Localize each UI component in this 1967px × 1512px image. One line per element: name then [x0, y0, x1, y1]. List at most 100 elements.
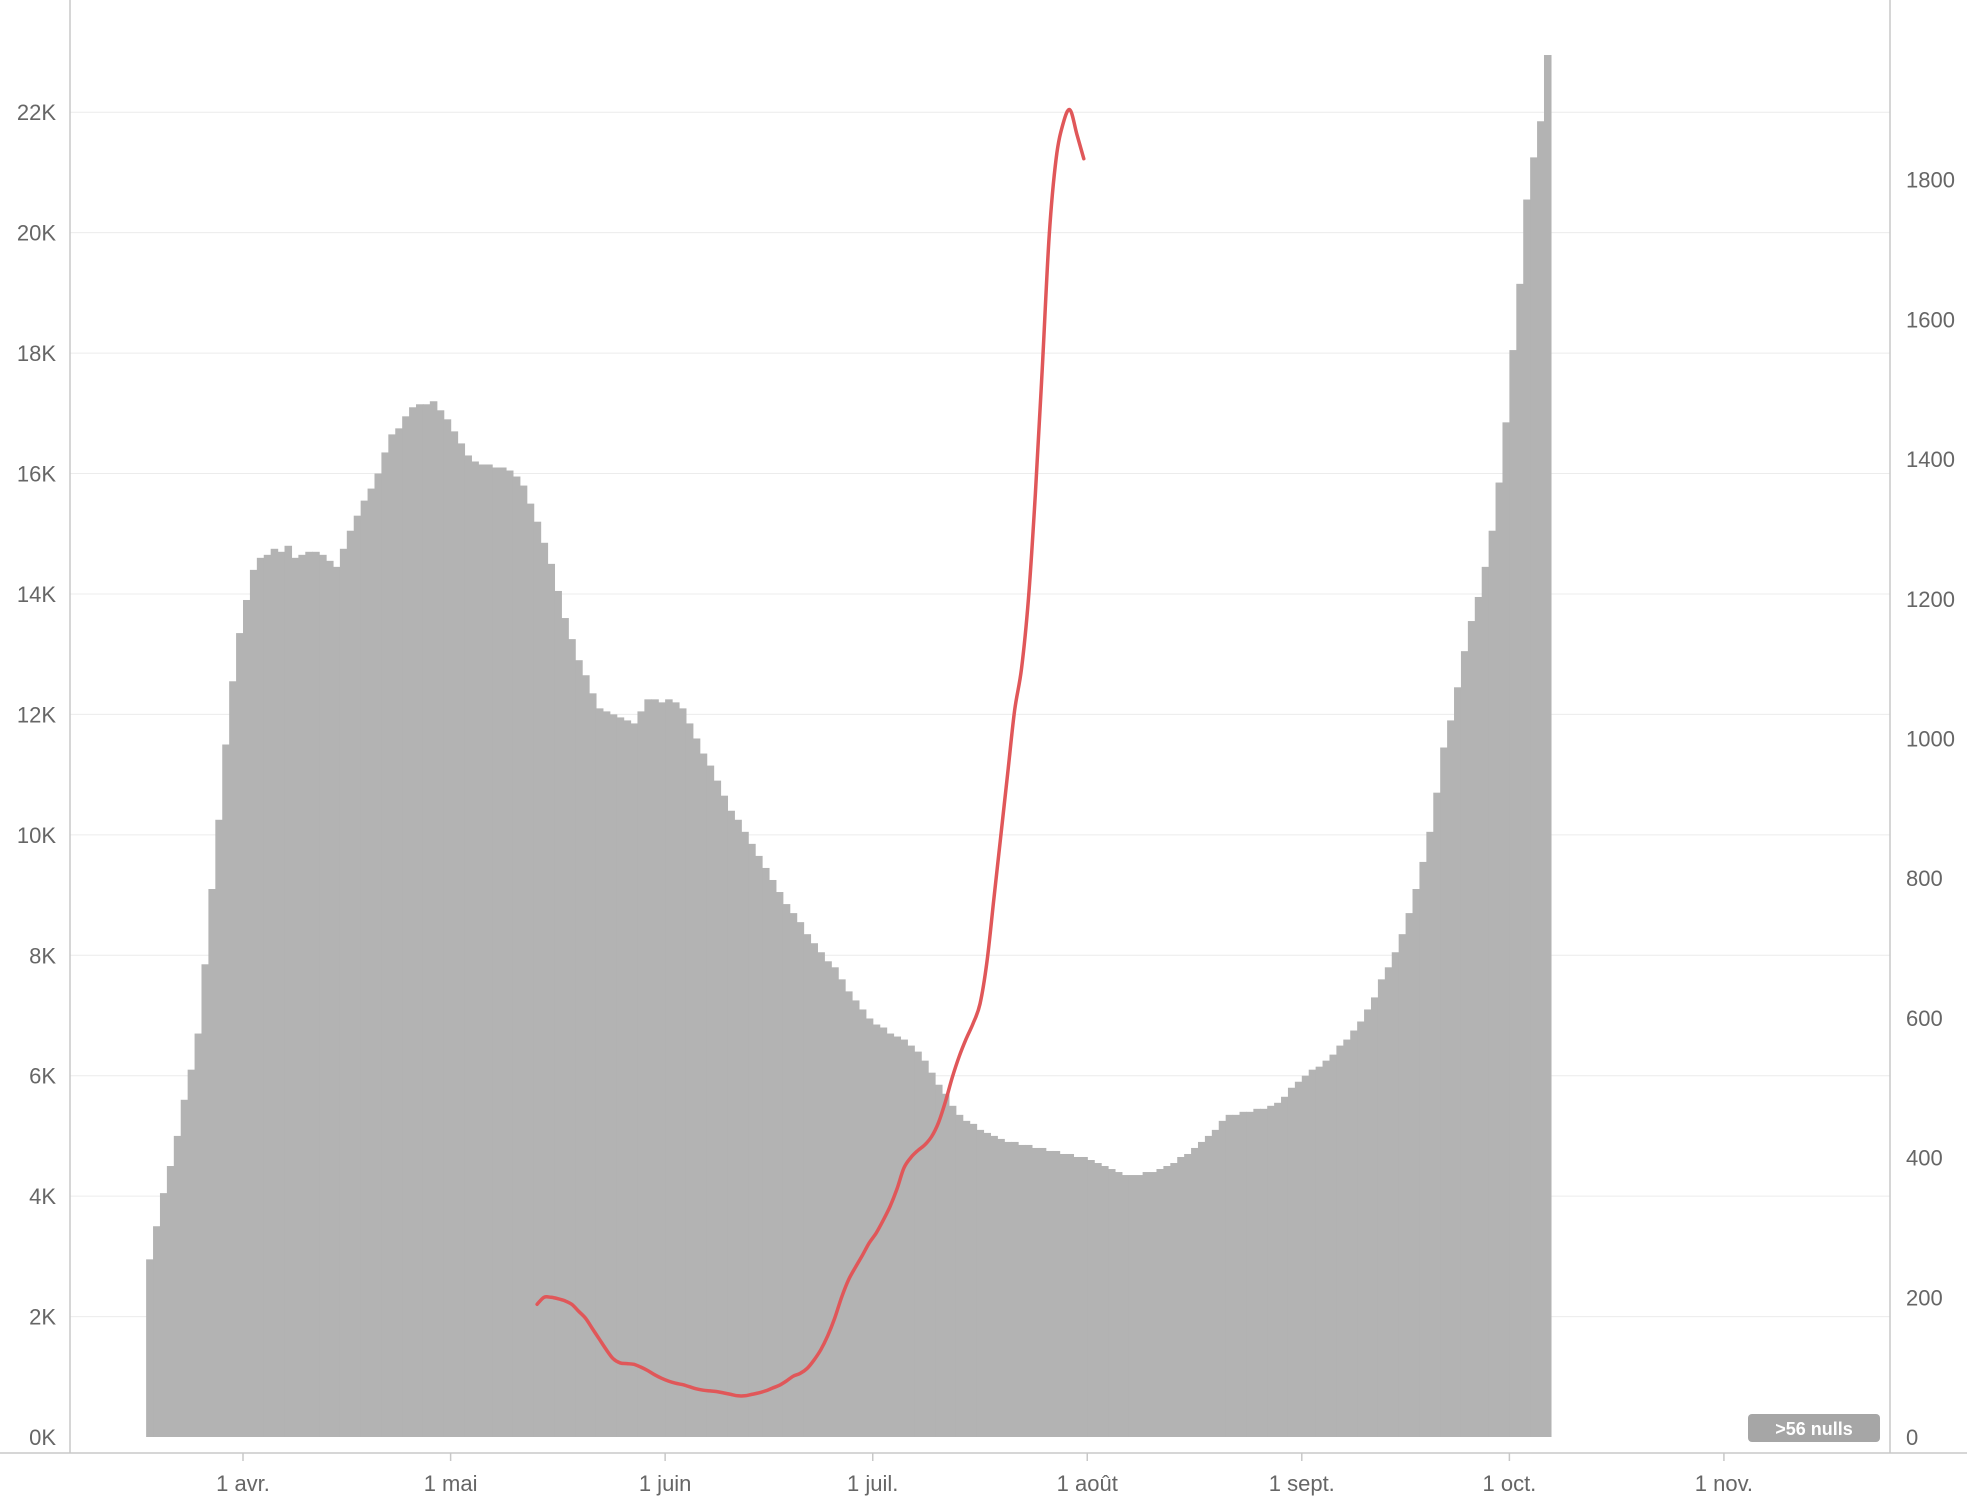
bar	[1502, 422, 1510, 1438]
bar	[1308, 1069, 1317, 1437]
bar	[1322, 1060, 1331, 1437]
bar	[955, 1114, 964, 1437]
bar	[305, 551, 313, 1437]
y-left-tick-label: 4K	[29, 1184, 56, 1209]
bar	[1336, 1045, 1344, 1437]
bar	[146, 1259, 154, 1437]
bar	[402, 416, 410, 1437]
bar	[1287, 1087, 1296, 1437]
nulls-indicator[interactable]: >56 nulls	[1748, 1414, 1880, 1442]
bar	[672, 702, 680, 1437]
bar	[1121, 1175, 1130, 1437]
x-tick-label: 1 avr.	[216, 1471, 270, 1496]
bar	[886, 1033, 895, 1437]
bar	[1204, 1135, 1213, 1437]
bar	[921, 1060, 929, 1437]
bar	[1184, 1153, 1192, 1437]
bar	[741, 831, 749, 1437]
bar	[381, 452, 389, 1437]
bar	[990, 1135, 998, 1437]
bar	[1031, 1147, 1040, 1437]
bar	[256, 557, 265, 1437]
bar	[1087, 1160, 1095, 1437]
bar	[928, 1072, 936, 1437]
bar	[644, 699, 652, 1437]
x-tick-label: 1 juil.	[847, 1471, 898, 1496]
y-right-tick-label: 1000	[1906, 727, 1955, 752]
bar	[623, 720, 632, 1437]
bar	[803, 934, 812, 1437]
bar	[1059, 1153, 1068, 1437]
bar	[388, 434, 396, 1437]
bar	[464, 455, 472, 1438]
bar	[1509, 350, 1517, 1438]
bar	[153, 1226, 161, 1437]
bar	[1474, 596, 1483, 1437]
y-left-tick-label: 10K	[17, 823, 56, 848]
bar	[983, 1132, 991, 1437]
bar	[229, 681, 237, 1437]
series-line	[535, 107, 1086, 1398]
bar	[374, 473, 383, 1437]
bar	[1530, 157, 1538, 1437]
bar	[1170, 1163, 1178, 1437]
bar	[609, 714, 618, 1437]
bar	[1447, 720, 1455, 1437]
bar	[457, 443, 466, 1437]
y-left-tick-label: 18K	[17, 341, 56, 366]
bar	[450, 431, 459, 1437]
bar	[1398, 934, 1407, 1437]
bar	[1225, 1114, 1234, 1437]
x-tick-label: 1 juin	[639, 1471, 692, 1496]
bar	[935, 1084, 943, 1437]
bar	[1467, 621, 1476, 1437]
bar	[1239, 1111, 1248, 1437]
bar	[263, 554, 272, 1437]
bar	[1391, 952, 1400, 1437]
bar	[893, 1036, 902, 1437]
bar	[1094, 1163, 1102, 1437]
bar	[1052, 1150, 1061, 1437]
tick-labels: 0K 2K 4K 6K 8K 10K 12K 14K 16K 18K 20K 22K 0 200 400 60…	[17, 100, 1955, 1496]
x-tick-label: 1 nov.	[1695, 1471, 1753, 1496]
bar	[270, 548, 279, 1437]
bar	[1370, 997, 1379, 1437]
y-right-tick-label: 1200	[1906, 587, 1955, 612]
bar	[1364, 1009, 1372, 1437]
bar	[1253, 1108, 1261, 1437]
bar	[706, 765, 715, 1437]
bar	[1433, 792, 1441, 1437]
bar	[879, 1027, 888, 1437]
bar	[1274, 1102, 1282, 1437]
bar	[1543, 55, 1552, 1437]
x-tick-label: 1 mai	[424, 1471, 478, 1496]
bar	[353, 515, 362, 1437]
line-series	[535, 107, 1086, 1398]
bar	[173, 1135, 182, 1437]
bar	[582, 675, 590, 1437]
bar	[319, 554, 327, 1437]
bar	[768, 879, 777, 1437]
bar	[201, 964, 209, 1437]
bar	[1246, 1111, 1254, 1437]
bar	[976, 1129, 985, 1437]
bar	[589, 693, 597, 1437]
bar	[1419, 861, 1427, 1437]
bar	[409, 407, 417, 1437]
bar	[249, 569, 258, 1437]
bar	[1197, 1141, 1206, 1437]
bar	[187, 1069, 196, 1437]
bar	[796, 922, 805, 1437]
bar	[900, 1039, 908, 1437]
bar	[1045, 1150, 1054, 1437]
bar	[1523, 199, 1531, 1437]
bar	[194, 1033, 203, 1437]
bar	[526, 503, 535, 1437]
bar	[1460, 651, 1469, 1437]
bar	[339, 548, 348, 1437]
bar	[1073, 1156, 1081, 1437]
bar	[1024, 1144, 1033, 1437]
bar	[1080, 1156, 1088, 1437]
bar	[782, 904, 791, 1437]
